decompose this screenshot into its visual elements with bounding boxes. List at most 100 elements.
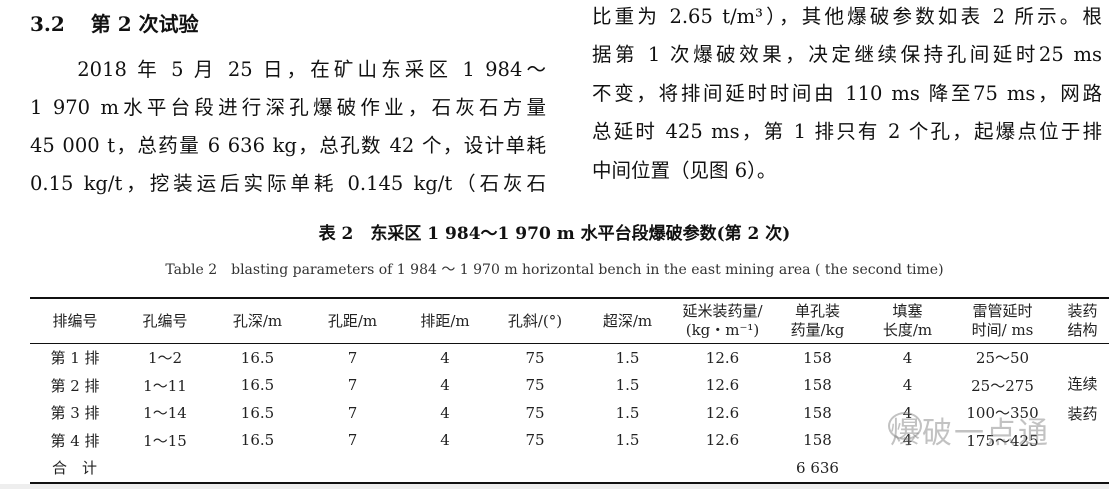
column-header: 雷管延时 时间/ ms [950, 298, 1055, 344]
header-text: 雷管延时 [972, 302, 1033, 320]
table-cell: 4 [440, 403, 450, 422]
table-cell: 7 [347, 403, 358, 422]
table-cell: 第 4 排 [50, 431, 100, 450]
text-line: 45 000 t，总药量 6 636 kg，总孔数 42 个，设计单耗 [30, 134, 546, 157]
column-header: 超深/m [580, 298, 675, 344]
header-text: 延米装药量/ [682, 302, 763, 320]
table-cell: 75 [525, 348, 545, 367]
table-cell: 1.5 [615, 348, 640, 367]
table-cell: 16.5 [240, 376, 275, 395]
table-cell: 75 [525, 376, 545, 395]
text-line: 据第 1 次爆破效果，决定继续保持孔间延时25 ms [592, 43, 1102, 66]
table-cell: 25～275 [971, 376, 1034, 395]
table-row: 第 1 排 1～2 16.5 7 4 75 1.5 12.6 158 4 25～50 连续装药 [30, 344, 1109, 423]
header-text: 药量/kg [790, 321, 845, 339]
column-header: 孔距/m [305, 298, 400, 344]
table-cell: 16.5 [240, 431, 275, 450]
table-cell: 7 [347, 376, 358, 395]
table-cell: 1.5 [615, 403, 640, 422]
text-line: 2018 年 5 月 25 日，在矿山东采区 1 984～ [30, 58, 546, 81]
column-header: 排距/m [400, 298, 490, 344]
table-caption-en: Table 2 blasting parameters of 1 984 ～ 1… [165, 262, 944, 278]
wechat-icon [888, 412, 922, 440]
table-cell: 7 [347, 348, 358, 367]
empty-cell [305, 454, 400, 483]
table-cell: 158 [803, 431, 832, 450]
header-text: 孔编号 [142, 311, 188, 330]
empty-cell [950, 454, 1055, 483]
table-cell: 158 [803, 348, 832, 367]
total-label: 合 计 [52, 459, 98, 478]
table-cell: 1～14 [143, 404, 187, 423]
header-text: 时间/ ms [971, 321, 1034, 339]
watermark: 爆破一点通 [890, 416, 1050, 451]
table-cell: 4 [440, 431, 450, 450]
charge-structure-text: 连续 [1067, 375, 1098, 393]
column-header: 单孔装 药量/kg [770, 298, 865, 344]
table-cell: 第 1 排 [50, 349, 100, 368]
table-cell: 12.6 [705, 376, 740, 395]
header-text: 结构 [1067, 321, 1098, 339]
empty-cell [210, 454, 305, 483]
table-row: 第 2 排 1～11 16.5 7 4 75 1.5 12.6 158 4 25～275 [30, 372, 1109, 400]
table-cell: 12.6 [705, 348, 740, 367]
header-text: 孔距/m [327, 311, 378, 330]
table-cell: 12.6 [705, 431, 740, 450]
text-line: 不变，将排间延时时间由 110 ms 降至75 ms，网路 [592, 82, 1102, 105]
table-caption-cn: 表 2 东采区 1 984～1 970 m 水平台段爆破参数(第 2 次) [318, 224, 791, 244]
table-cell: 1.5 [615, 376, 640, 395]
column-header: 孔深/m [210, 298, 305, 344]
column-header: 延米装药量/(kg・m⁻¹) [675, 298, 770, 344]
header-text: (kg・m⁻¹) [685, 321, 760, 339]
table-cell: 16.5 [240, 403, 275, 422]
table-cell: 1～2 [147, 349, 183, 368]
empty-cell [120, 454, 210, 483]
header-text: 排距/m [420, 311, 470, 330]
column-header: 孔编号 [120, 298, 210, 344]
header-text: 填塞 [892, 302, 923, 320]
table-cell: 25～50 [975, 349, 1030, 368]
section-heading: 3.2 第 2 次试验 [30, 12, 199, 36]
table-cell: 第 2 排 [50, 376, 100, 395]
table-cell: 4 [440, 376, 450, 395]
column-header: 填塞 长度/m [865, 298, 950, 344]
table-row: 第 3 排 1～14 16.5 7 4 75 1.5 12.6 158 4 100～350 [30, 399, 1109, 427]
bottom-strip [0, 484, 1109, 489]
header-text: 单孔装 [794, 302, 840, 320]
table-cell: 4 [902, 348, 913, 367]
table-cell: 4 [902, 376, 913, 395]
table-cell: 12.6 [705, 403, 740, 422]
table-cell: 第 3 排 [50, 404, 100, 423]
header-text: 排编号 [52, 311, 98, 330]
text-line: 总延时 425 ms，第 1 排只有 2 个孔，起爆点位于排 [592, 120, 1102, 143]
table-cell: 75 [525, 431, 545, 450]
charge-structure-text: 装药 [1067, 405, 1098, 423]
table-cell: 1～15 [143, 431, 187, 450]
table-cell: 1～11 [143, 376, 187, 395]
table-cell: 75 [525, 403, 545, 422]
table-row: 第 4 排 1～15 16.5 7 4 75 1.5 12.6 158 4 175～425 [30, 427, 1109, 455]
text-line: 比重为 2.65 t/m³），其他爆破参数如表 2 所示。根 [592, 5, 1102, 28]
empty-cell [580, 454, 675, 483]
table-header-row: 排编号 孔编号 孔深/m 孔距/m 排距/m 孔斜/(°) 超深/m 延米装药量/(kg・m⁻… [30, 298, 1109, 344]
table-cell: 1.5 [615, 431, 640, 450]
text-line: 中间位置（见图 6）。 [592, 159, 777, 182]
text-line: 1 970 m水平台段进行深孔爆破作业，石灰石方量 [30, 96, 546, 119]
header-text: 孔斜/(°) [507, 311, 563, 330]
column-header: 孔斜/(°) [490, 298, 580, 344]
table-cell: 100～350 [966, 404, 1039, 423]
table-cell: 158 [803, 403, 832, 422]
table-cell: 4 [902, 431, 913, 450]
header-text: 孔深/m [232, 311, 283, 330]
parameters-table: 排编号 孔编号 孔深/m 孔距/m 排距/m 孔斜/(°) 超深/m 延米装药量/(kg・m⁻… [30, 297, 1109, 484]
header-text: 超深/m [602, 311, 653, 330]
text-line: 0.15 kg/t，挖装运后实际单耗 0.145 kg/t（石灰石 [30, 172, 546, 195]
column-header: 装药 结构 [1055, 298, 1109, 344]
total-row: 合 计 6 636 [30, 454, 1109, 483]
empty-cell [490, 454, 580, 483]
table-cell: 7 [347, 431, 358, 450]
table-cell: 158 [803, 376, 832, 395]
table-cell: 16.5 [240, 348, 275, 367]
empty-cell [1055, 454, 1109, 483]
